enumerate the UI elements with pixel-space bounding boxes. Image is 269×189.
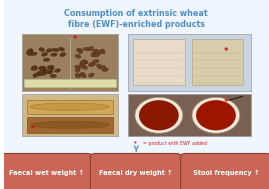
- Ellipse shape: [93, 60, 99, 63]
- Text: *: *: [224, 46, 229, 56]
- Ellipse shape: [76, 48, 83, 52]
- Ellipse shape: [88, 46, 94, 51]
- Ellipse shape: [75, 68, 80, 72]
- Ellipse shape: [37, 72, 42, 76]
- FancyBboxPatch shape: [27, 100, 113, 114]
- Text: Consumption of extrinsic wheat
fibre (EWF)-enriched products: Consumption of extrinsic wheat fibre (EW…: [65, 9, 208, 29]
- Ellipse shape: [99, 49, 104, 53]
- Ellipse shape: [91, 52, 96, 57]
- Ellipse shape: [80, 60, 85, 65]
- Ellipse shape: [75, 65, 82, 69]
- Ellipse shape: [89, 63, 94, 67]
- Ellipse shape: [81, 73, 86, 78]
- Ellipse shape: [80, 63, 86, 67]
- Ellipse shape: [39, 66, 44, 71]
- Ellipse shape: [102, 68, 108, 72]
- Ellipse shape: [38, 71, 44, 75]
- FancyBboxPatch shape: [180, 153, 269, 189]
- Ellipse shape: [60, 53, 66, 57]
- Ellipse shape: [192, 97, 240, 133]
- Ellipse shape: [94, 53, 100, 57]
- Ellipse shape: [75, 73, 80, 78]
- Ellipse shape: [99, 50, 105, 54]
- FancyBboxPatch shape: [1, 0, 269, 160]
- Ellipse shape: [42, 71, 47, 75]
- Ellipse shape: [82, 65, 87, 69]
- FancyBboxPatch shape: [128, 34, 251, 91]
- FancyBboxPatch shape: [128, 94, 251, 136]
- Ellipse shape: [100, 66, 106, 69]
- Ellipse shape: [89, 63, 95, 66]
- Ellipse shape: [30, 121, 110, 129]
- Ellipse shape: [27, 49, 33, 53]
- Ellipse shape: [50, 74, 56, 78]
- Ellipse shape: [28, 50, 33, 54]
- Ellipse shape: [82, 60, 88, 64]
- Ellipse shape: [75, 54, 81, 58]
- Ellipse shape: [47, 70, 53, 74]
- FancyBboxPatch shape: [192, 39, 243, 85]
- Ellipse shape: [82, 60, 88, 64]
- Ellipse shape: [196, 100, 236, 130]
- Text: Faecal wet weight ↑: Faecal wet weight ↑: [9, 169, 84, 176]
- Ellipse shape: [46, 70, 53, 74]
- Ellipse shape: [52, 48, 59, 52]
- Ellipse shape: [33, 73, 38, 77]
- Ellipse shape: [46, 49, 53, 52]
- Ellipse shape: [135, 97, 183, 133]
- Ellipse shape: [93, 50, 99, 54]
- Ellipse shape: [97, 64, 102, 68]
- Ellipse shape: [43, 58, 50, 61]
- Ellipse shape: [79, 72, 85, 77]
- FancyBboxPatch shape: [22, 34, 118, 91]
- FancyBboxPatch shape: [90, 153, 181, 189]
- Ellipse shape: [44, 70, 51, 73]
- Ellipse shape: [94, 49, 98, 54]
- Ellipse shape: [83, 47, 90, 51]
- FancyBboxPatch shape: [24, 79, 116, 87]
- Ellipse shape: [26, 51, 32, 56]
- Ellipse shape: [41, 66, 46, 70]
- Ellipse shape: [78, 49, 83, 54]
- Text: *: *: [134, 141, 138, 146]
- Text: *: *: [224, 98, 229, 107]
- Ellipse shape: [59, 47, 65, 51]
- Ellipse shape: [49, 65, 54, 70]
- Text: *: *: [31, 125, 35, 134]
- FancyBboxPatch shape: [27, 117, 113, 133]
- Ellipse shape: [33, 66, 38, 70]
- Text: *: *: [73, 35, 77, 44]
- Ellipse shape: [51, 53, 57, 57]
- FancyBboxPatch shape: [22, 94, 118, 136]
- FancyBboxPatch shape: [2, 153, 92, 189]
- Text: = product with EWF added: = product with EWF added: [143, 141, 207, 146]
- Ellipse shape: [89, 73, 94, 77]
- Ellipse shape: [55, 69, 61, 72]
- Ellipse shape: [30, 103, 110, 111]
- Text: Faecal dry weight ↑: Faecal dry weight ↑: [99, 169, 172, 176]
- Ellipse shape: [39, 47, 45, 52]
- Ellipse shape: [30, 52, 37, 56]
- Text: Stool frequency ↑: Stool frequency ↑: [193, 169, 259, 176]
- Ellipse shape: [139, 100, 179, 130]
- Ellipse shape: [47, 65, 54, 69]
- Ellipse shape: [39, 67, 45, 71]
- Ellipse shape: [31, 66, 36, 70]
- FancyBboxPatch shape: [133, 39, 185, 85]
- Ellipse shape: [41, 52, 48, 56]
